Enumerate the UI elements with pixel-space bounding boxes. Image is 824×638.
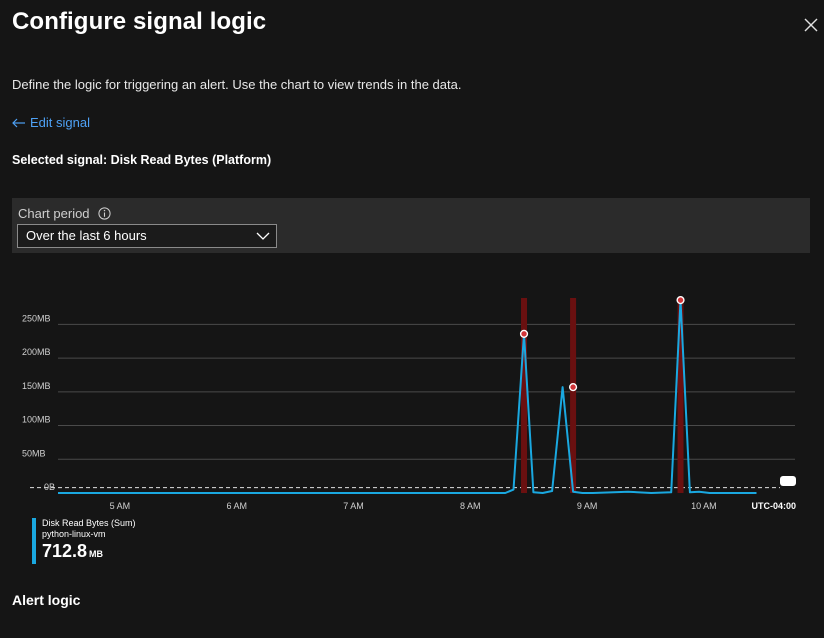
x-tick-label: 7 AM — [343, 501, 364, 511]
y-tick-label: 50MB — [22, 448, 46, 458]
chart-period-dropdown[interactable]: Over the last 6 hours — [17, 224, 277, 248]
x-tick-label: 9 AM — [577, 501, 598, 511]
alert-band — [521, 298, 528, 493]
info-icon[interactable] — [97, 207, 111, 220]
x-tick-label: 10 AM — [691, 501, 717, 511]
arrow-left-icon — [12, 118, 25, 127]
comment-icon — [780, 476, 796, 486]
y-tick-label: 200MB — [22, 347, 51, 357]
y-tick-label: 0B — [44, 482, 55, 492]
panel-description: Define the logic for triggering an alert… — [12, 77, 462, 92]
x-tick-label: 8 AM — [460, 501, 481, 511]
chart-period-label: Chart period — [18, 206, 90, 221]
timezone-label: UTC-04:00 — [751, 501, 796, 511]
x-tick-label: 5 AM — [110, 501, 131, 511]
legend-total-unit: MB — [89, 549, 104, 559]
legend-resource: python-linux-vm — [42, 529, 106, 539]
series-line — [58, 299, 757, 494]
edit-signal-link[interactable]: Edit signal — [12, 115, 90, 130]
close-icon[interactable] — [800, 14, 822, 36]
alert-logic-heading: Alert logic — [12, 592, 81, 608]
y-tick-label: 250MB — [22, 313, 51, 323]
x-tick-label: 6 AM — [226, 501, 247, 511]
selected-signal: Selected signal: Disk Read Bytes (Platfo… — [12, 153, 272, 167]
chart-legend[interactable]: Disk Read Bytes (Sum) python-linux-vm 71… — [32, 518, 136, 564]
chart-period-selected: Over the last 6 hours — [26, 228, 147, 243]
legend-total: 712.8 MB — [42, 540, 136, 565]
alert-marker — [519, 329, 529, 338]
legend-series-name: Disk Read Bytes (Sum) — [42, 518, 136, 528]
edit-signal-label: Edit signal — [30, 115, 90, 130]
panel-title: Configure signal logic — [12, 8, 267, 35]
y-tick-label: 150MB — [22, 381, 51, 391]
chart-period-label-row: Chart period — [18, 206, 111, 221]
alert-marker — [676, 296, 685, 305]
legend-total-value: 712.8 — [42, 541, 88, 561]
signal-chart: 0B 50MB 100MB 150MB 200MB 250MB 5 AM 6 AM 7 AM 8 … — [22, 296, 796, 511]
alert-marker — [568, 383, 578, 392]
chevron-down-icon — [256, 232, 270, 240]
alert-band — [677, 298, 684, 493]
y-tick-label: 100MB — [22, 415, 51, 425]
alert-band — [570, 298, 577, 493]
chart-period-panel: Chart period Over the last 6 hours — [12, 198, 810, 253]
